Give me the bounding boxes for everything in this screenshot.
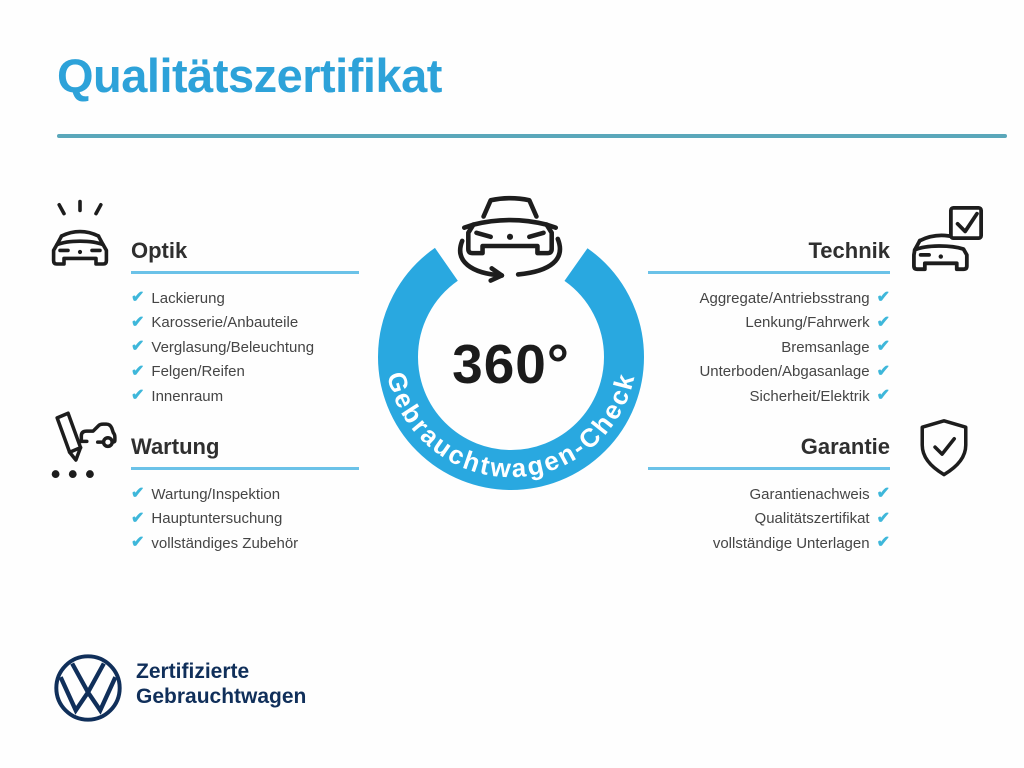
checklist-item: ✔ Sicherheit/Elektrik: [648, 384, 890, 409]
degrees-label: 360°: [452, 333, 570, 395]
checklist-item: ✔ Qualitätszertifikat: [648, 507, 890, 532]
checklist-item-label: Felgen/Reifen: [151, 363, 245, 381]
check-icon: ✔: [131, 534, 145, 552]
section-wartung-heading: Wartung: [131, 434, 359, 470]
checklist-item: ✔ Innenraum: [131, 384, 359, 409]
check-icon: ✔: [131, 338, 145, 356]
checklist-item-label: Bremsanlage: [781, 338, 870, 356]
check-icon: ✔: [876, 485, 890, 503]
checklist-item-label: Aggregate/Antriebsstrang: [699, 289, 870, 307]
checklist-item-label: vollständige Unterlagen: [712, 534, 870, 552]
brand-line2: Gebrauchtwagen: [136, 685, 307, 708]
checklist-item: ✔ Garantienachweis: [648, 482, 890, 507]
ring-arc: [378, 224, 644, 490]
shield-check-icon: [920, 419, 968, 477]
section-technik: Technik ✔ Aggregate/Antriebsstrang ✔ Lenkun…: [648, 238, 890, 409]
checklist-item-label: Qualitätszertifikat: [754, 510, 870, 528]
checklist-item: ✔ Aggregate/Antriebsstrang: [648, 286, 890, 311]
section-optik: Optik ✔ Lackierung ✔ Karosserie/Anbauteile ✔…: [131, 238, 359, 409]
check-icon: ✔: [876, 509, 890, 527]
checklist-item-label: Karosserie/Anbauteile: [151, 314, 299, 332]
checklist-item: ✔ Wartung/Inspektion: [131, 482, 359, 507]
section-wartung: Wartung ✔ Wartung/Inspektion ✔ Hauptuntersu…: [131, 434, 359, 556]
section-technik-heading: Technik: [648, 238, 890, 274]
check-icon: ✔: [131, 509, 145, 527]
shining-car-icon: [51, 199, 109, 266]
checklist-item: ✔ Unterboden/Abgasanlage: [648, 360, 890, 385]
check-icon: ✔: [876, 289, 890, 307]
check-icon: ✔: [876, 534, 890, 552]
section-garantie-list: ✔ Garantienachweis ✔ Qualitätszertifikat ✔ vo…: [648, 482, 890, 556]
checklist-item-label: Hauptuntersuchung: [151, 510, 283, 528]
checklist-item: ✔ Verglasung/Beleuchtung: [131, 335, 359, 360]
checklist-item: ✔ Lackierung: [131, 286, 359, 311]
checklist-item-label: Wartung/Inspektion: [151, 485, 281, 503]
check-ring: Gebrauchtwagen-Check: [378, 224, 644, 490]
checklist-item-label: vollständiges Zubehör: [151, 534, 299, 552]
check-icon: ✔: [876, 313, 890, 331]
checklist-item-label: Lenkung/Fahrwerk: [745, 314, 870, 332]
checklist-item: ✔ Karosserie/Anbauteile: [131, 311, 359, 336]
vw-logo: [54, 654, 122, 722]
check-icon: ✔: [131, 289, 145, 307]
section-wartung-list: ✔ Wartung/Inspektion ✔ Hauptuntersuchung ✔ vo…: [131, 482, 359, 556]
brand-line1: Zertifizierte: [136, 660, 250, 683]
checklist-item: ✔ Bremsanlage: [648, 335, 890, 360]
checklist-item-label: Unterboden/Abgasanlage: [699, 363, 870, 381]
section-garantie-heading: Garantie: [648, 434, 890, 470]
checklist-item-label: Verglasung/Beleuchtung: [151, 338, 315, 356]
section-optik-heading: Optik: [131, 238, 359, 274]
title-divider: [57, 134, 1007, 138]
check-icon: ✔: [876, 387, 890, 405]
check-icon: ✔: [131, 387, 145, 405]
page-title: Qualitätszertifikat: [57, 49, 442, 102]
car-checkbox-icon: [912, 205, 984, 272]
section-garantie: Garantie ✔ Garantienachweis ✔ Qualitätszert…: [648, 434, 890, 556]
checklist-item: ✔ Felgen/Reifen: [131, 360, 359, 385]
section-technik-list: ✔ Aggregate/Antriebsstrang ✔ Lenkung/Fahrwe…: [648, 286, 890, 409]
service-note-car-icon: [51, 411, 117, 478]
section-optik-list: ✔ Lackierung ✔ Karosserie/Anbauteile ✔ Vergla…: [131, 286, 359, 409]
check-icon: ✔: [876, 362, 890, 380]
check-icon: ✔: [876, 338, 890, 356]
checklist-item-label: Innenraum: [151, 387, 224, 405]
checklist-item-label: Garantienachweis: [749, 485, 870, 503]
brand-text: Zertifizierte Gebrauchtwagen: [136, 659, 306, 709]
check-icon: ✔: [131, 313, 145, 331]
checklist-item-label: Lackierung: [151, 289, 225, 307]
checklist-item: ✔ Lenkung/Fahrwerk: [648, 311, 890, 336]
check-icon: ✔: [131, 362, 145, 380]
check-icon: ✔: [131, 485, 145, 503]
checklist-item: ✔ vollständiges Zubehör: [131, 531, 359, 556]
checklist-item: ✔ Hauptuntersuchung: [131, 507, 359, 532]
checklist-item: ✔ vollständige Unterlagen: [648, 531, 890, 556]
rotating-car-icon: [458, 195, 563, 283]
checklist-item-label: Sicherheit/Elektrik: [749, 387, 870, 405]
